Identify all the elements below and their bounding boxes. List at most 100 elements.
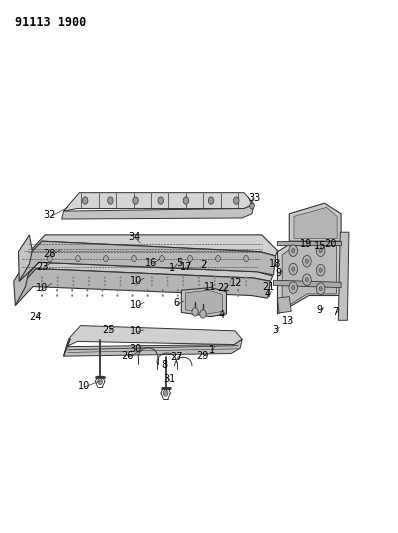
Circle shape [198, 280, 200, 282]
Circle shape [222, 289, 224, 292]
Circle shape [71, 294, 73, 297]
Circle shape [72, 276, 74, 279]
Circle shape [151, 276, 153, 279]
Circle shape [192, 289, 194, 292]
Circle shape [132, 255, 137, 262]
Polygon shape [64, 192, 254, 211]
Polygon shape [294, 207, 337, 239]
Circle shape [292, 286, 295, 290]
Circle shape [182, 276, 184, 279]
Polygon shape [64, 339, 70, 356]
Circle shape [147, 294, 149, 297]
Circle shape [209, 197, 214, 204]
Circle shape [222, 294, 224, 297]
Circle shape [316, 283, 325, 294]
Circle shape [151, 284, 153, 286]
Polygon shape [14, 262, 28, 305]
Text: 33: 33 [248, 193, 260, 203]
Text: 31: 31 [163, 374, 175, 384]
Text: 26: 26 [121, 351, 134, 361]
Polygon shape [289, 203, 341, 241]
Polygon shape [277, 232, 341, 314]
Polygon shape [18, 262, 273, 288]
Polygon shape [19, 241, 275, 281]
Circle shape [104, 284, 106, 286]
Circle shape [135, 280, 137, 282]
Circle shape [41, 289, 43, 292]
Circle shape [305, 259, 308, 263]
Text: 12: 12 [230, 278, 242, 288]
Circle shape [198, 276, 200, 279]
Circle shape [167, 280, 169, 282]
Text: 4: 4 [265, 289, 271, 299]
Circle shape [103, 255, 108, 262]
Text: 29: 29 [196, 351, 208, 361]
Circle shape [214, 284, 216, 286]
Polygon shape [18, 235, 32, 281]
Circle shape [305, 278, 308, 282]
Text: 10: 10 [78, 381, 90, 391]
Circle shape [135, 276, 137, 279]
Text: 5: 5 [176, 258, 183, 268]
Circle shape [319, 248, 322, 253]
Text: 10: 10 [36, 282, 48, 293]
Circle shape [88, 280, 90, 282]
Circle shape [101, 294, 103, 297]
Polygon shape [62, 204, 254, 219]
Circle shape [41, 276, 43, 279]
Polygon shape [273, 280, 341, 288]
Circle shape [72, 284, 74, 286]
Text: 18: 18 [269, 260, 282, 269]
Circle shape [289, 245, 297, 256]
Circle shape [244, 255, 248, 262]
Circle shape [188, 255, 192, 262]
Circle shape [41, 284, 43, 286]
Text: 7: 7 [332, 307, 339, 317]
Polygon shape [22, 235, 277, 261]
Circle shape [245, 284, 247, 286]
Circle shape [229, 280, 231, 282]
Text: 10: 10 [130, 300, 142, 310]
Circle shape [192, 294, 194, 297]
Circle shape [182, 284, 184, 286]
Circle shape [289, 282, 297, 293]
Text: 20: 20 [325, 239, 337, 249]
Circle shape [192, 308, 198, 316]
Text: 19: 19 [300, 239, 312, 249]
Circle shape [117, 289, 119, 292]
Text: 91113 1900: 91113 1900 [15, 16, 86, 29]
Text: 8: 8 [162, 360, 168, 369]
Circle shape [71, 289, 73, 292]
Circle shape [132, 294, 134, 297]
Circle shape [177, 289, 179, 292]
Text: 34: 34 [128, 232, 140, 242]
Circle shape [76, 255, 80, 262]
Circle shape [292, 248, 295, 253]
Circle shape [207, 294, 209, 297]
Text: 16: 16 [145, 258, 157, 268]
Circle shape [234, 197, 239, 204]
Circle shape [57, 284, 59, 286]
Text: 1: 1 [209, 345, 215, 355]
Text: 4: 4 [219, 310, 224, 320]
Circle shape [316, 264, 325, 276]
Circle shape [160, 255, 164, 262]
Circle shape [245, 276, 247, 279]
Circle shape [245, 280, 247, 282]
Circle shape [88, 276, 90, 279]
Text: 11: 11 [203, 281, 216, 292]
Text: 9: 9 [317, 305, 323, 315]
Text: 25: 25 [103, 325, 115, 335]
Circle shape [302, 255, 311, 267]
Circle shape [147, 289, 149, 292]
Circle shape [182, 280, 184, 282]
Circle shape [135, 284, 137, 286]
Circle shape [47, 255, 52, 262]
Circle shape [72, 280, 74, 282]
Circle shape [162, 294, 164, 297]
Text: 32: 32 [43, 210, 55, 220]
Polygon shape [277, 241, 341, 245]
Text: 28: 28 [43, 249, 55, 259]
Circle shape [41, 294, 43, 297]
Text: 3: 3 [273, 325, 279, 335]
